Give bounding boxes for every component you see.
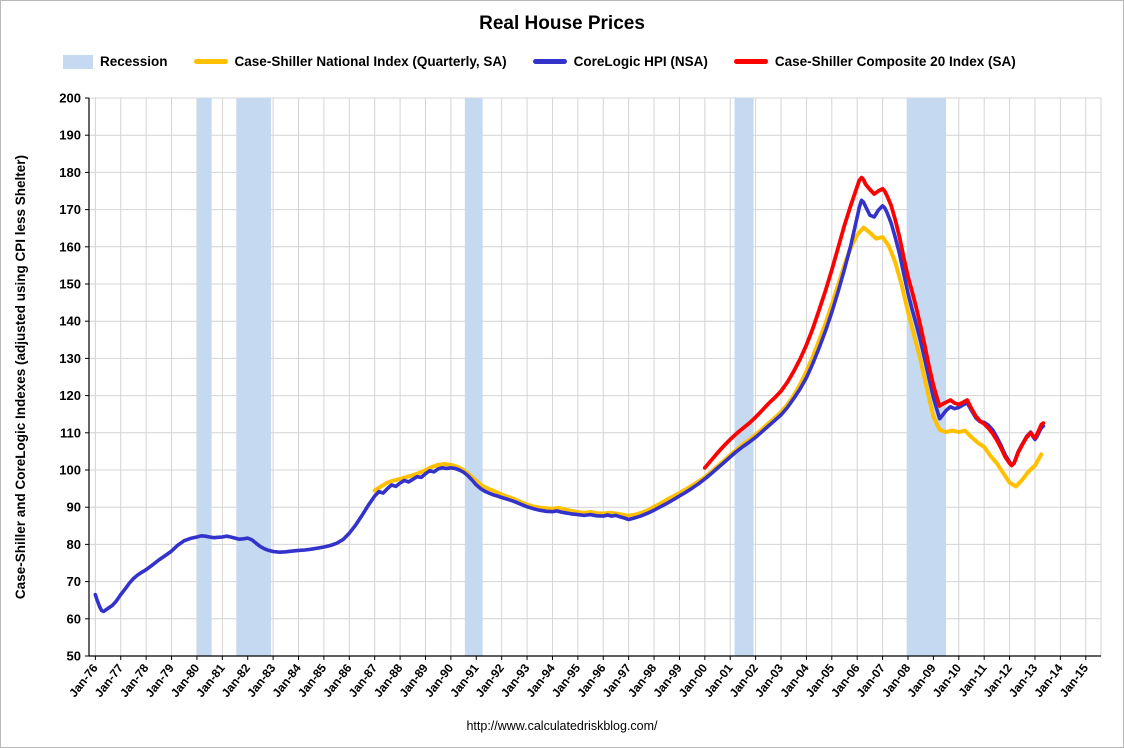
axes <box>88 98 1101 657</box>
svg-text:Jan-15: Jan-15 <box>1057 661 1092 700</box>
recession-band <box>906 98 947 656</box>
recession-swatch-icon <box>63 54 93 69</box>
recession-band <box>464 98 483 656</box>
chart-title: Real House Prices <box>479 13 645 34</box>
y-axis-title: Case-Shiller and CoreLogic Indexes (adju… <box>13 155 28 599</box>
recession-band <box>196 98 212 656</box>
line-swatch-icon <box>532 59 567 64</box>
series-line-2 <box>702 175 1046 470</box>
svg-text:190: 190 <box>59 128 81 143</box>
recession-bands <box>196 98 947 656</box>
legend-label: Case-Shiller National Index (Quarterly, … <box>234 54 507 69</box>
x-axis-labels: Jan-76Jan-77Jan-78Jan-79Jan-80Jan-81Jan-… <box>66 661 1091 700</box>
svg-text:200: 200 <box>59 91 81 106</box>
line-swatch-icon <box>733 59 768 64</box>
recession-band <box>734 98 754 656</box>
svg-text:130: 130 <box>59 351 81 366</box>
chart-legend: Recession Case-Shiller National Index (Qu… <box>63 54 1016 69</box>
legend-item-1: Case-Shiller National Index (Quarterly, … <box>193 54 507 69</box>
legend-label: CoreLogic HPI (NSA) <box>573 54 708 69</box>
y-axis-labels: 50 60 70 80 90 100 110 120 130 140 150 160 170 180 190… <box>59 91 81 664</box>
svg-text:70: 70 <box>67 574 81 589</box>
svg-text:100: 100 <box>59 463 81 478</box>
svg-text:50: 50 <box>67 649 81 664</box>
svg-text:160: 160 <box>59 239 81 254</box>
legend-item-0: Recession <box>63 54 168 69</box>
svg-text:170: 170 <box>59 202 81 217</box>
legend-label: Case-Shiller Composite 20 Index (SA) <box>774 54 1016 69</box>
legend-label: Recession <box>100 54 168 69</box>
tick-marks <box>85 97 1087 660</box>
legend-item-2: CoreLogic HPI (NSA) <box>532 54 708 69</box>
svg-text:110: 110 <box>60 425 81 440</box>
legend-item-3: Case-Shiller Composite 20 Index (SA) <box>733 54 1016 69</box>
recession-band <box>236 98 272 656</box>
line-swatch-icon <box>193 59 228 64</box>
svg-text:150: 150 <box>59 277 81 292</box>
svg-text:90: 90 <box>67 500 81 515</box>
footer-url: http://www.calculatedriskblog.com/ <box>466 719 658 733</box>
svg-text:140: 140 <box>59 314 81 329</box>
svg-text:80: 80 <box>67 537 81 552</box>
series-line-1 <box>93 198 1046 614</box>
svg-text:120: 120 <box>59 388 81 403</box>
svg-text:180: 180 <box>59 165 81 180</box>
svg-text:60: 60 <box>67 611 81 626</box>
